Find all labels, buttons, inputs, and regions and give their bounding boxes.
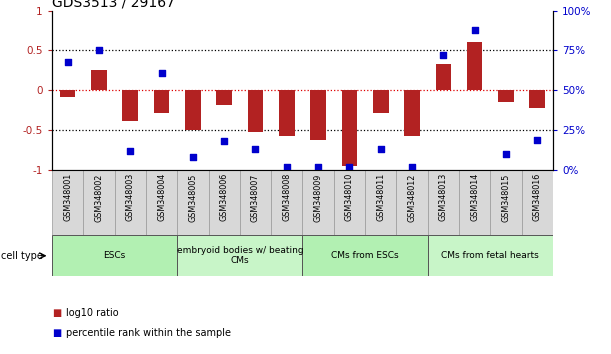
Point — [501, 151, 511, 157]
Point — [94, 47, 104, 53]
Bar — [459, 170, 491, 235]
Bar — [334, 170, 365, 235]
Bar — [115, 170, 146, 235]
Point — [125, 148, 135, 154]
Bar — [302, 170, 334, 235]
Point — [470, 27, 480, 33]
Bar — [373, 90, 389, 113]
Text: log10 ratio: log10 ratio — [66, 308, 119, 318]
Bar — [530, 90, 545, 108]
Text: cell type: cell type — [1, 251, 43, 261]
Text: GSM348016: GSM348016 — [533, 173, 542, 222]
Bar — [177, 170, 208, 235]
Text: GSM348012: GSM348012 — [408, 173, 417, 222]
Bar — [177, 235, 302, 276]
Text: GSM348005: GSM348005 — [188, 173, 197, 222]
Bar — [342, 90, 357, 166]
Bar — [83, 170, 115, 235]
Text: embryoid bodies w/ beating
CMs: embryoid bodies w/ beating CMs — [177, 246, 303, 266]
Point — [376, 147, 386, 152]
Bar — [122, 90, 138, 120]
Bar — [154, 90, 169, 113]
Text: GSM348003: GSM348003 — [126, 173, 134, 222]
Point — [188, 154, 198, 160]
Bar — [52, 235, 177, 276]
Text: GSM348011: GSM348011 — [376, 173, 385, 222]
Bar — [522, 170, 553, 235]
Bar — [146, 170, 177, 235]
Bar — [52, 170, 83, 235]
Point — [345, 164, 354, 170]
Bar — [185, 90, 200, 130]
Point — [219, 138, 229, 144]
Text: GSM348008: GSM348008 — [282, 173, 291, 222]
Point — [532, 137, 542, 142]
Text: percentile rank within the sample: percentile rank within the sample — [66, 328, 231, 338]
Bar — [428, 170, 459, 235]
Text: GSM348009: GSM348009 — [313, 173, 323, 222]
Text: ESCs: ESCs — [103, 251, 126, 260]
Bar — [404, 90, 420, 136]
Bar — [467, 42, 483, 90]
Text: GSM348015: GSM348015 — [502, 173, 510, 222]
Bar — [302, 235, 428, 276]
Text: GSM348007: GSM348007 — [251, 173, 260, 222]
Point — [63, 59, 73, 64]
Text: CMs from ESCs: CMs from ESCs — [331, 251, 399, 260]
Point — [313, 164, 323, 170]
Bar — [247, 90, 263, 132]
Bar — [310, 90, 326, 141]
Point — [282, 164, 291, 170]
Text: ■: ■ — [52, 308, 61, 318]
Bar — [436, 64, 451, 90]
Bar — [397, 170, 428, 235]
Text: GSM348001: GSM348001 — [63, 173, 72, 222]
Point — [251, 147, 260, 152]
Text: GDS3513 / 29167: GDS3513 / 29167 — [52, 0, 175, 10]
Bar — [365, 170, 397, 235]
Bar — [491, 170, 522, 235]
Text: ■: ■ — [52, 328, 61, 338]
Text: GSM348010: GSM348010 — [345, 173, 354, 222]
Bar — [60, 90, 75, 97]
Bar — [208, 170, 240, 235]
Text: GSM348014: GSM348014 — [470, 173, 479, 222]
Text: CMs from fetal hearts: CMs from fetal hearts — [442, 251, 539, 260]
Bar — [428, 235, 553, 276]
Point — [407, 164, 417, 170]
Bar — [271, 170, 302, 235]
Point — [156, 70, 166, 75]
Bar — [91, 70, 107, 90]
Text: GSM348013: GSM348013 — [439, 173, 448, 222]
Text: GSM348006: GSM348006 — [220, 173, 229, 222]
Bar — [279, 90, 295, 136]
Point — [439, 52, 448, 58]
Bar — [216, 90, 232, 104]
Text: GSM348004: GSM348004 — [157, 173, 166, 222]
Text: GSM348002: GSM348002 — [95, 173, 103, 222]
Bar — [498, 90, 514, 102]
Bar — [240, 170, 271, 235]
